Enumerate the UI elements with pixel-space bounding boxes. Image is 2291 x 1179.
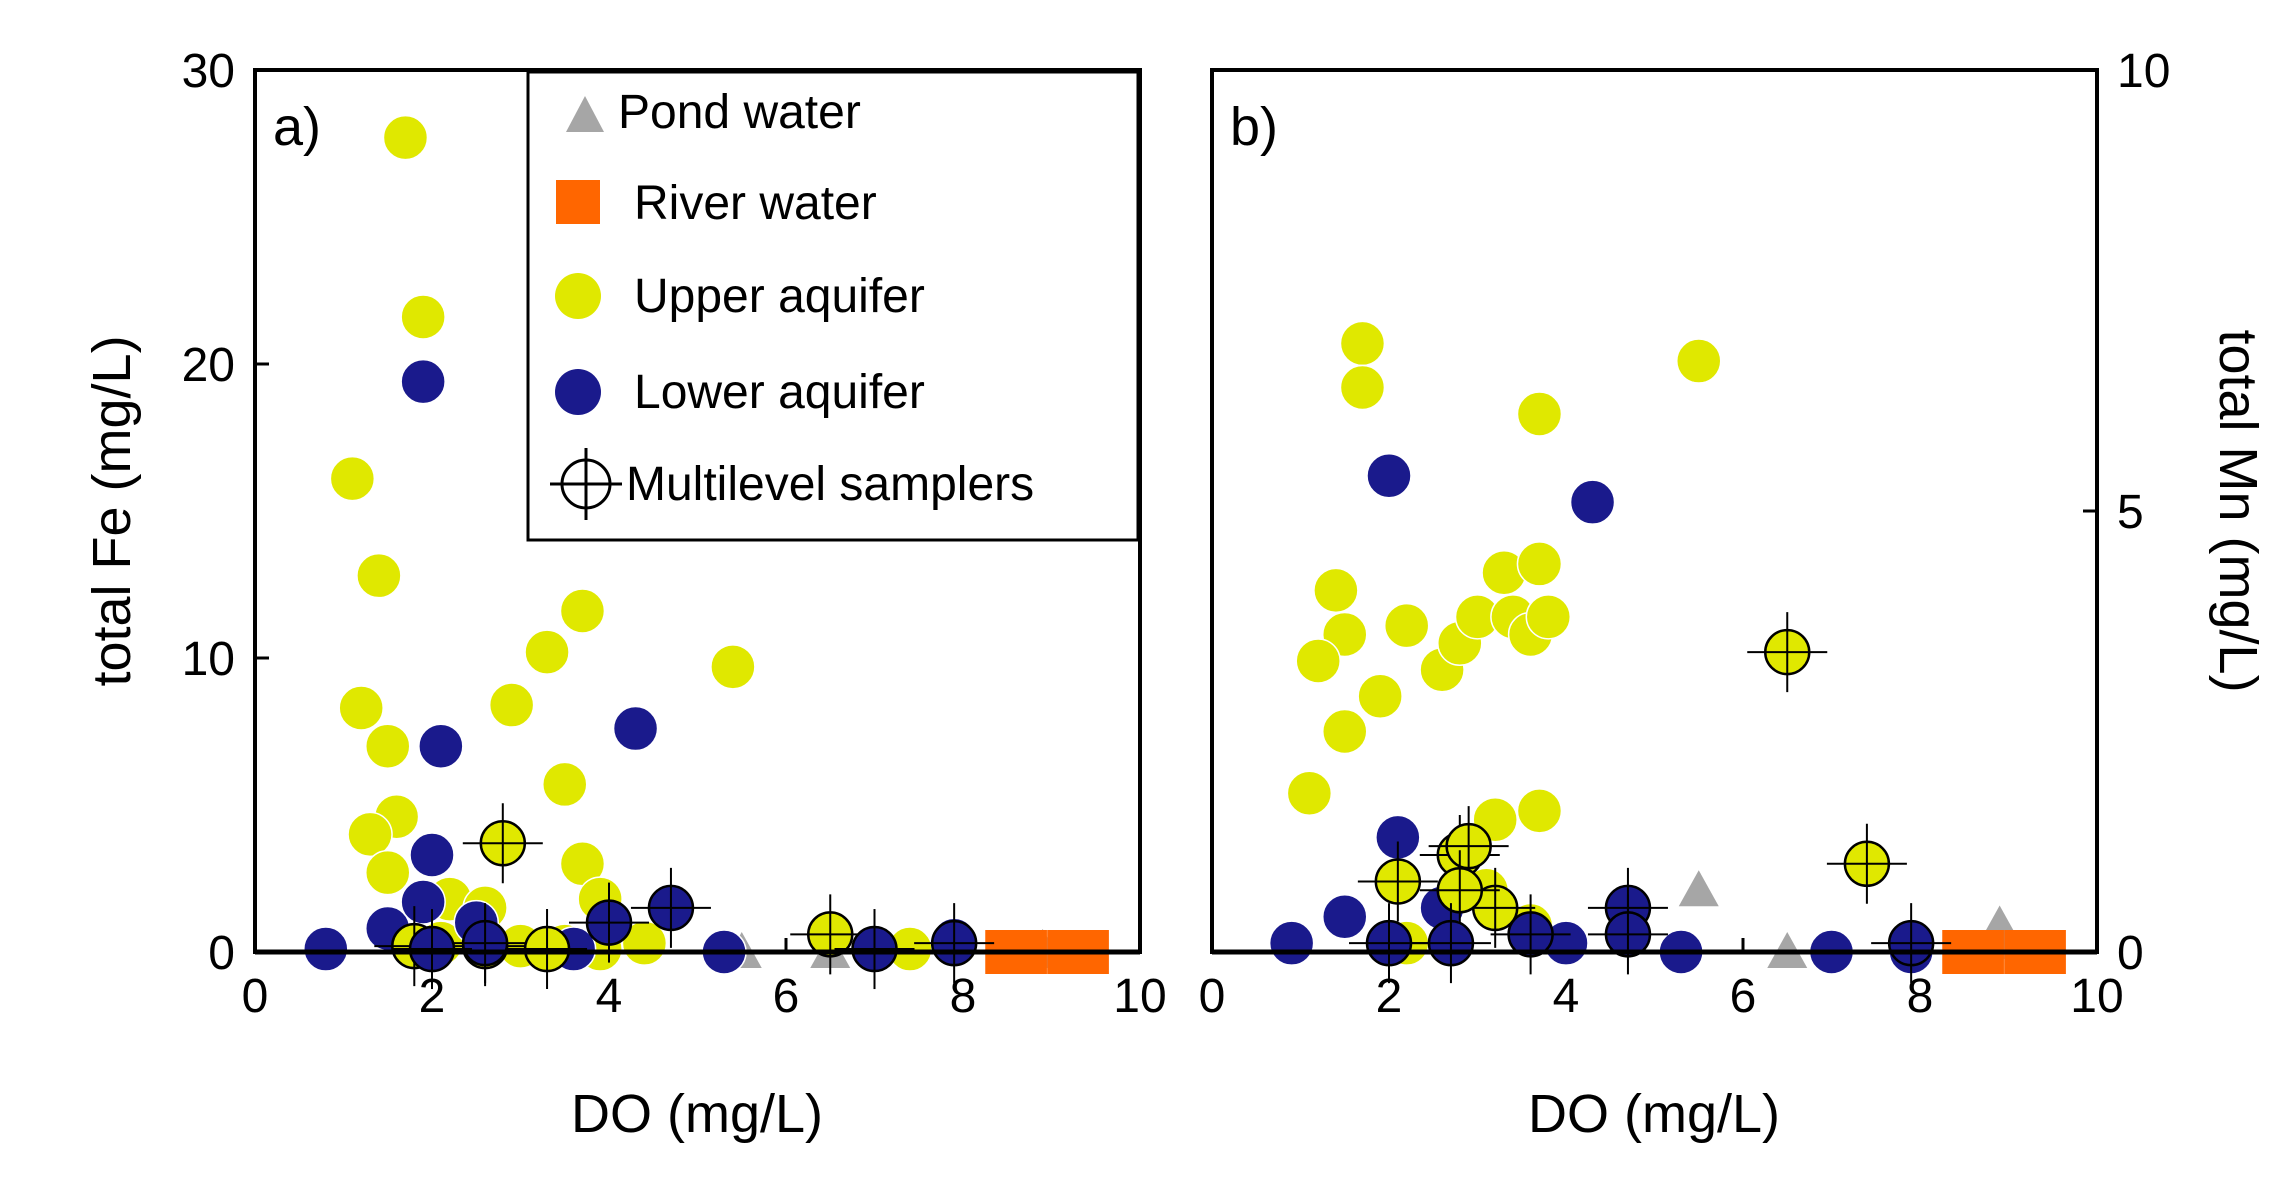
panel-a-upper-point (559, 588, 606, 634)
panel-a-upper-point (347, 811, 393, 858)
panel-a-upper-point (382, 114, 429, 161)
panel-b-multilevel-point (1826, 823, 1907, 904)
panel-b-frame (1210, 68, 2099, 954)
panel-b-points (1268, 320, 2066, 984)
legend-river-marker (556, 180, 600, 224)
panel-b-xtick-label: 0 (1199, 970, 1226, 1023)
panel-a-multilevel-point (569, 882, 649, 963)
panel-a-points (303, 114, 1109, 990)
legend-multilevel-label: Multilevel samplers (626, 458, 1034, 511)
legend-lower-label: Lower aquifer (634, 366, 925, 419)
panel-a-label: a) (273, 97, 321, 157)
panel-b-lower-point (1322, 893, 1368, 940)
panel-a-lower-point (612, 705, 659, 752)
panel-b-upper-point (1357, 673, 1403, 719)
panel-a-ytick-label: 30 (182, 45, 235, 98)
panel-a-multilevel-point (462, 803, 543, 884)
panel-b-multilevel-point (1490, 894, 1571, 975)
panel-a-multilevel-point (507, 909, 588, 990)
panel-b-lower-point (1366, 452, 1412, 499)
panel-b-ytick-label: 0 (2117, 927, 2144, 980)
panel-a-upper-point (400, 294, 446, 340)
legend-pond-label: Pond water (618, 86, 861, 139)
panel-b-ytick-label: 5 (2117, 486, 2144, 539)
panel-a-upper-point (338, 685, 384, 731)
panel-a-xlabel: DO (mg/L) (571, 1084, 823, 1144)
panel-b-upper-point (1339, 320, 1386, 367)
panel-b-multilevel-point (1428, 806, 1509, 887)
panel-a-upper-point (356, 552, 402, 599)
panel-b-ytick-label: 10 (2117, 45, 2170, 98)
panel-a-multilevel-point (914, 903, 995, 984)
panel-a-lower-point (409, 832, 455, 878)
panel-a-lower-point (303, 926, 349, 972)
panel-a-xtick-label: 10 (1113, 970, 1166, 1023)
legend-upper-label: Upper aquifer (634, 270, 925, 323)
panel-b-upper-point (1676, 338, 1722, 384)
panel-a-multilevel-point (630, 867, 711, 948)
panel-a-multilevel-point (790, 894, 871, 975)
panel-b-upper-point (1516, 788, 1563, 834)
panel-a-lower-point (418, 723, 464, 769)
panel-b-multilevel-point (1357, 841, 1438, 922)
panel-b-xtick-label: 4 (1553, 970, 1580, 1023)
panel-b-upper-point (1322, 708, 1368, 755)
panel-b-xlabel: DO (mg/L) (1528, 1084, 1780, 1144)
panel-a-xtick-label: 6 (773, 970, 800, 1023)
panel-b-label: b) (1230, 97, 1278, 157)
panel-a-upper-point (365, 849, 411, 896)
panel-b-lower-point (1268, 920, 1315, 966)
panel-b-upper-point (1516, 391, 1563, 437)
panel-b-upper-point (1295, 638, 1341, 684)
panel-b-upper-point (1516, 541, 1563, 587)
panel-a-upper-point (365, 723, 411, 769)
legend-lower-marker (555, 369, 601, 415)
panel-b-upper-point (1383, 602, 1430, 649)
panel-a-lower-point (400, 879, 446, 925)
legend-multilevel-marker (550, 448, 622, 520)
panel-a-upper-point (329, 455, 376, 502)
panel-a-lower-point (400, 358, 446, 405)
panel-b-multilevel-point (1419, 850, 1500, 931)
panel-b-upper-point (1313, 567, 1359, 614)
panel-b-xtick-label: 10 (2070, 970, 2123, 1023)
panel-a-ytick-label: 20 (182, 339, 235, 392)
panel-a-ylabel: total Fe (mg/L) (82, 335, 142, 686)
panel-b-upper-point (1525, 594, 1572, 640)
panel-a-ytick-label: 10 (182, 633, 235, 686)
panel-a-multilevel-point (392, 909, 472, 990)
legend-box (526, 70, 1140, 542)
panel-a-upper-point (488, 682, 535, 728)
panel-b-lower-point (1569, 479, 1616, 525)
panel-b-ylabel: total Mn (mg/L) (2208, 329, 2268, 692)
panel-a-xtick-label: 0 (242, 970, 269, 1023)
legend-pond-marker (566, 96, 604, 132)
panel-a-ytick-label: 0 (208, 927, 235, 980)
panel-b-upper-point (1339, 364, 1386, 411)
legend-upper-marker (555, 273, 601, 319)
panel-a-upper-point (524, 629, 570, 675)
legend-river-label: River water (634, 177, 877, 230)
panel-b-multilevel-point (1871, 903, 1952, 984)
panel-a-xtick-label: 4 (596, 970, 623, 1023)
panel-b-upper-point (1286, 770, 1333, 816)
panel-b-xtick-label: 6 (1730, 970, 1757, 1023)
panel-b-multilevel-point (1747, 612, 1828, 693)
panel-a-upper-point (710, 644, 756, 690)
panel-b-multilevel-point (1587, 894, 1668, 975)
legend: Pond water River water Upper aquifer Low… (526, 70, 1140, 542)
panel-a-multilevel-point (834, 909, 915, 990)
panel-a-upper-point (542, 761, 588, 808)
panel-b-pond-point (1678, 870, 1719, 907)
